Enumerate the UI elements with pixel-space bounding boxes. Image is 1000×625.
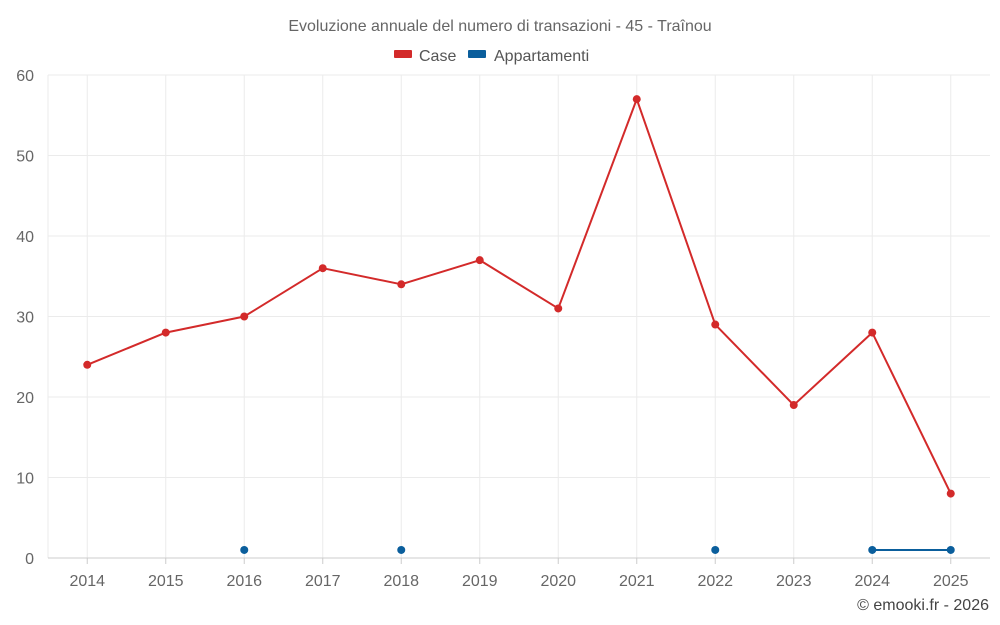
x-tick-label: 2022 (697, 573, 733, 590)
x-tick-label: 2023 (776, 573, 812, 590)
data-point-appartamenti[interactable] (711, 545, 720, 554)
x-tick-label: 2018 (383, 573, 419, 590)
legend-swatch-appartamenti (468, 50, 486, 58)
x-tick-label: 2015 (148, 573, 184, 590)
legend: Case Appartamenti (394, 48, 589, 65)
series-layer (83, 95, 955, 554)
x-tick-label: 2021 (619, 573, 655, 590)
data-point-appartamenti[interactable] (946, 545, 955, 554)
y-tick-label: 30 (16, 310, 34, 327)
y-tick-label: 60 (16, 68, 34, 85)
legend-item-appartamenti[interactable]: Appartamenti (468, 48, 589, 65)
data-point-case[interactable] (475, 256, 484, 265)
data-point-case[interactable] (161, 328, 170, 337)
y-tick-label: 0 (25, 551, 34, 568)
data-point-case[interactable] (632, 95, 641, 104)
legend-label-case: Case (419, 48, 456, 65)
y-tick-label: 10 (16, 471, 34, 488)
data-point-appartamenti[interactable] (397, 545, 406, 554)
x-tick-label: 2017 (305, 573, 341, 590)
legend-item-case[interactable]: Case (394, 48, 456, 65)
y-tick-label: 50 (16, 149, 34, 166)
data-point-case[interactable] (789, 401, 798, 410)
series-line-case (86, 98, 952, 495)
data-point-case[interactable] (868, 328, 877, 337)
x-tick-label: 2024 (854, 573, 890, 590)
data-point-case[interactable] (946, 489, 955, 498)
x-tick-label: 2019 (462, 573, 498, 590)
chart-title: Evoluzione annuale del numero di transaz… (288, 18, 711, 35)
x-tick-label: 2025 (933, 573, 969, 590)
x-tick-label: 2014 (69, 573, 105, 590)
x-tick-label: 2016 (226, 573, 262, 590)
data-point-case[interactable] (711, 320, 720, 329)
legend-label-appartamenti: Appartamenti (494, 48, 589, 65)
data-point-case[interactable] (83, 360, 92, 369)
x-tick-label: 2020 (540, 573, 576, 590)
data-point-appartamenti[interactable] (868, 545, 877, 554)
x-axis: 2014 2015 2016 2017 2018 2019 2020 2021 2022 2023… (48, 557, 990, 590)
y-tick-label: 20 (16, 390, 34, 407)
data-point-case[interactable] (554, 304, 563, 313)
data-point-case[interactable] (397, 280, 406, 289)
grid-lines (48, 74, 990, 558)
legend-swatch-case (394, 50, 412, 58)
data-point-case[interactable] (240, 312, 249, 321)
y-axis: 0 10 20 30 40 50 60 (16, 68, 49, 568)
data-point-appartamenti[interactable] (240, 545, 249, 554)
data-point-case[interactable] (318, 264, 327, 273)
credit-text: © emooki.fr - 2026 (857, 597, 989, 614)
y-tick-label: 40 (16, 229, 34, 246)
